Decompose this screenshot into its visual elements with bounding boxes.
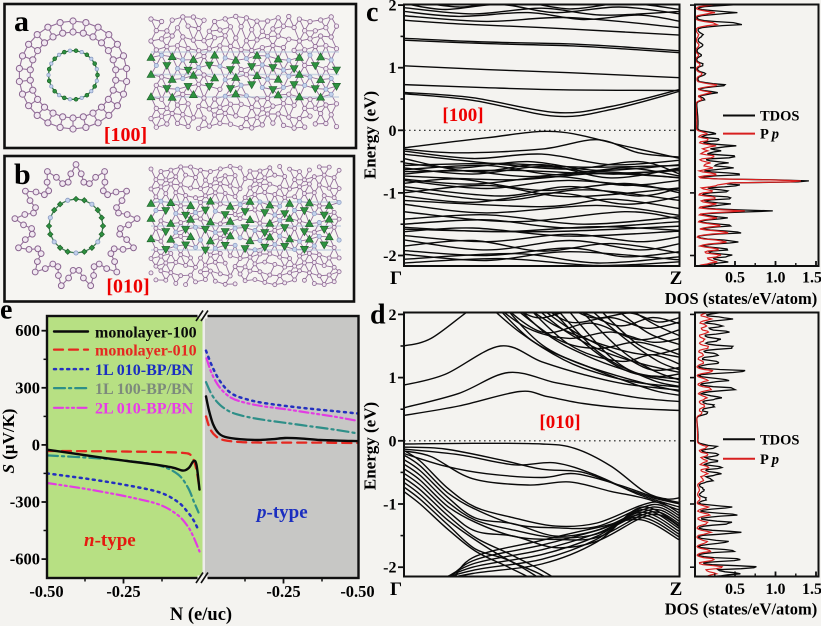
svg-text:0.5: 0.5 [725, 270, 745, 287]
svg-text:P p: P p [760, 127, 779, 143]
svg-text:monolayer-010: monolayer-010 [95, 342, 197, 359]
svg-text:1.0: 1.0 [766, 270, 786, 287]
svg-text:Energy (eV): Energy (eV) [361, 402, 380, 490]
svg-text:[010]: [010] [106, 276, 149, 298]
svg-text:2: 2 [389, 307, 397, 324]
svg-text:S (μV/K): S (μV/K) [0, 409, 18, 474]
svg-text:e: e [0, 295, 12, 326]
svg-text:a: a [14, 5, 29, 38]
svg-text:1.5: 1.5 [802, 581, 821, 598]
svg-text:-1: -1 [383, 497, 396, 514]
svg-text:DOS (states/eV/atom): DOS (states/eV/atom) [665, 289, 818, 308]
svg-text:-0.25: -0.25 [266, 582, 300, 601]
svg-text:1.5: 1.5 [802, 270, 821, 287]
svg-text:c: c [366, 0, 378, 28]
svg-text:Energy (eV): Energy (eV) [361, 91, 380, 179]
svg-text:0: 0 [389, 123, 397, 140]
svg-text:TDOS: TDOS [760, 109, 800, 125]
svg-text:1: 1 [389, 60, 397, 77]
svg-text:0: 0 [32, 435, 40, 454]
svg-text:d: d [370, 300, 386, 331]
svg-text:TDOS: TDOS [760, 432, 800, 448]
svg-text:-0.50: -0.50 [340, 582, 374, 601]
svg-text:1.0: 1.0 [766, 581, 786, 598]
svg-text:1L 010-BP/BN: 1L 010-BP/BN [95, 362, 194, 379]
svg-text:[100]: [100] [104, 124, 147, 146]
svg-text:-2: -2 [383, 248, 396, 265]
svg-text:-0.25: -0.25 [106, 582, 140, 601]
svg-text:300: 300 [15, 378, 40, 397]
svg-text:b: b [14, 158, 31, 191]
svg-text:p-type: p-type [255, 502, 308, 523]
svg-text:0: 0 [389, 433, 397, 450]
svg-text:[010]: [010] [539, 412, 580, 433]
svg-text:2L 010-BP/BN: 2L 010-BP/BN [95, 401, 194, 418]
svg-text:monolayer-100: monolayer-100 [95, 324, 197, 341]
svg-text:Γ: Γ [390, 579, 402, 600]
svg-text:DOS (states/eV/atom): DOS (states/eV/atom) [665, 600, 818, 619]
svg-text:600: 600 [15, 321, 40, 340]
svg-text:-2: -2 [383, 560, 396, 577]
svg-text:-1: -1 [383, 185, 396, 202]
svg-text:1: 1 [389, 370, 397, 387]
svg-text:2: 2 [389, 0, 397, 15]
svg-text:Z: Z [670, 268, 683, 289]
svg-text:-600: -600 [10, 550, 40, 569]
svg-text:P p: P p [760, 452, 779, 468]
svg-text:-300: -300 [10, 493, 40, 512]
svg-text:Z: Z [670, 579, 683, 600]
svg-text:n-type: n-type [84, 530, 136, 551]
svg-text:1L 100-BP/BN: 1L 100-BP/BN [95, 381, 194, 398]
svg-text:N (e/uc): N (e/uc) [170, 605, 232, 625]
svg-text:0.5: 0.5 [725, 581, 745, 598]
svg-text:Γ: Γ [390, 268, 402, 289]
svg-text:[100]: [100] [442, 105, 483, 126]
svg-text:-0.50: -0.50 [29, 582, 63, 601]
